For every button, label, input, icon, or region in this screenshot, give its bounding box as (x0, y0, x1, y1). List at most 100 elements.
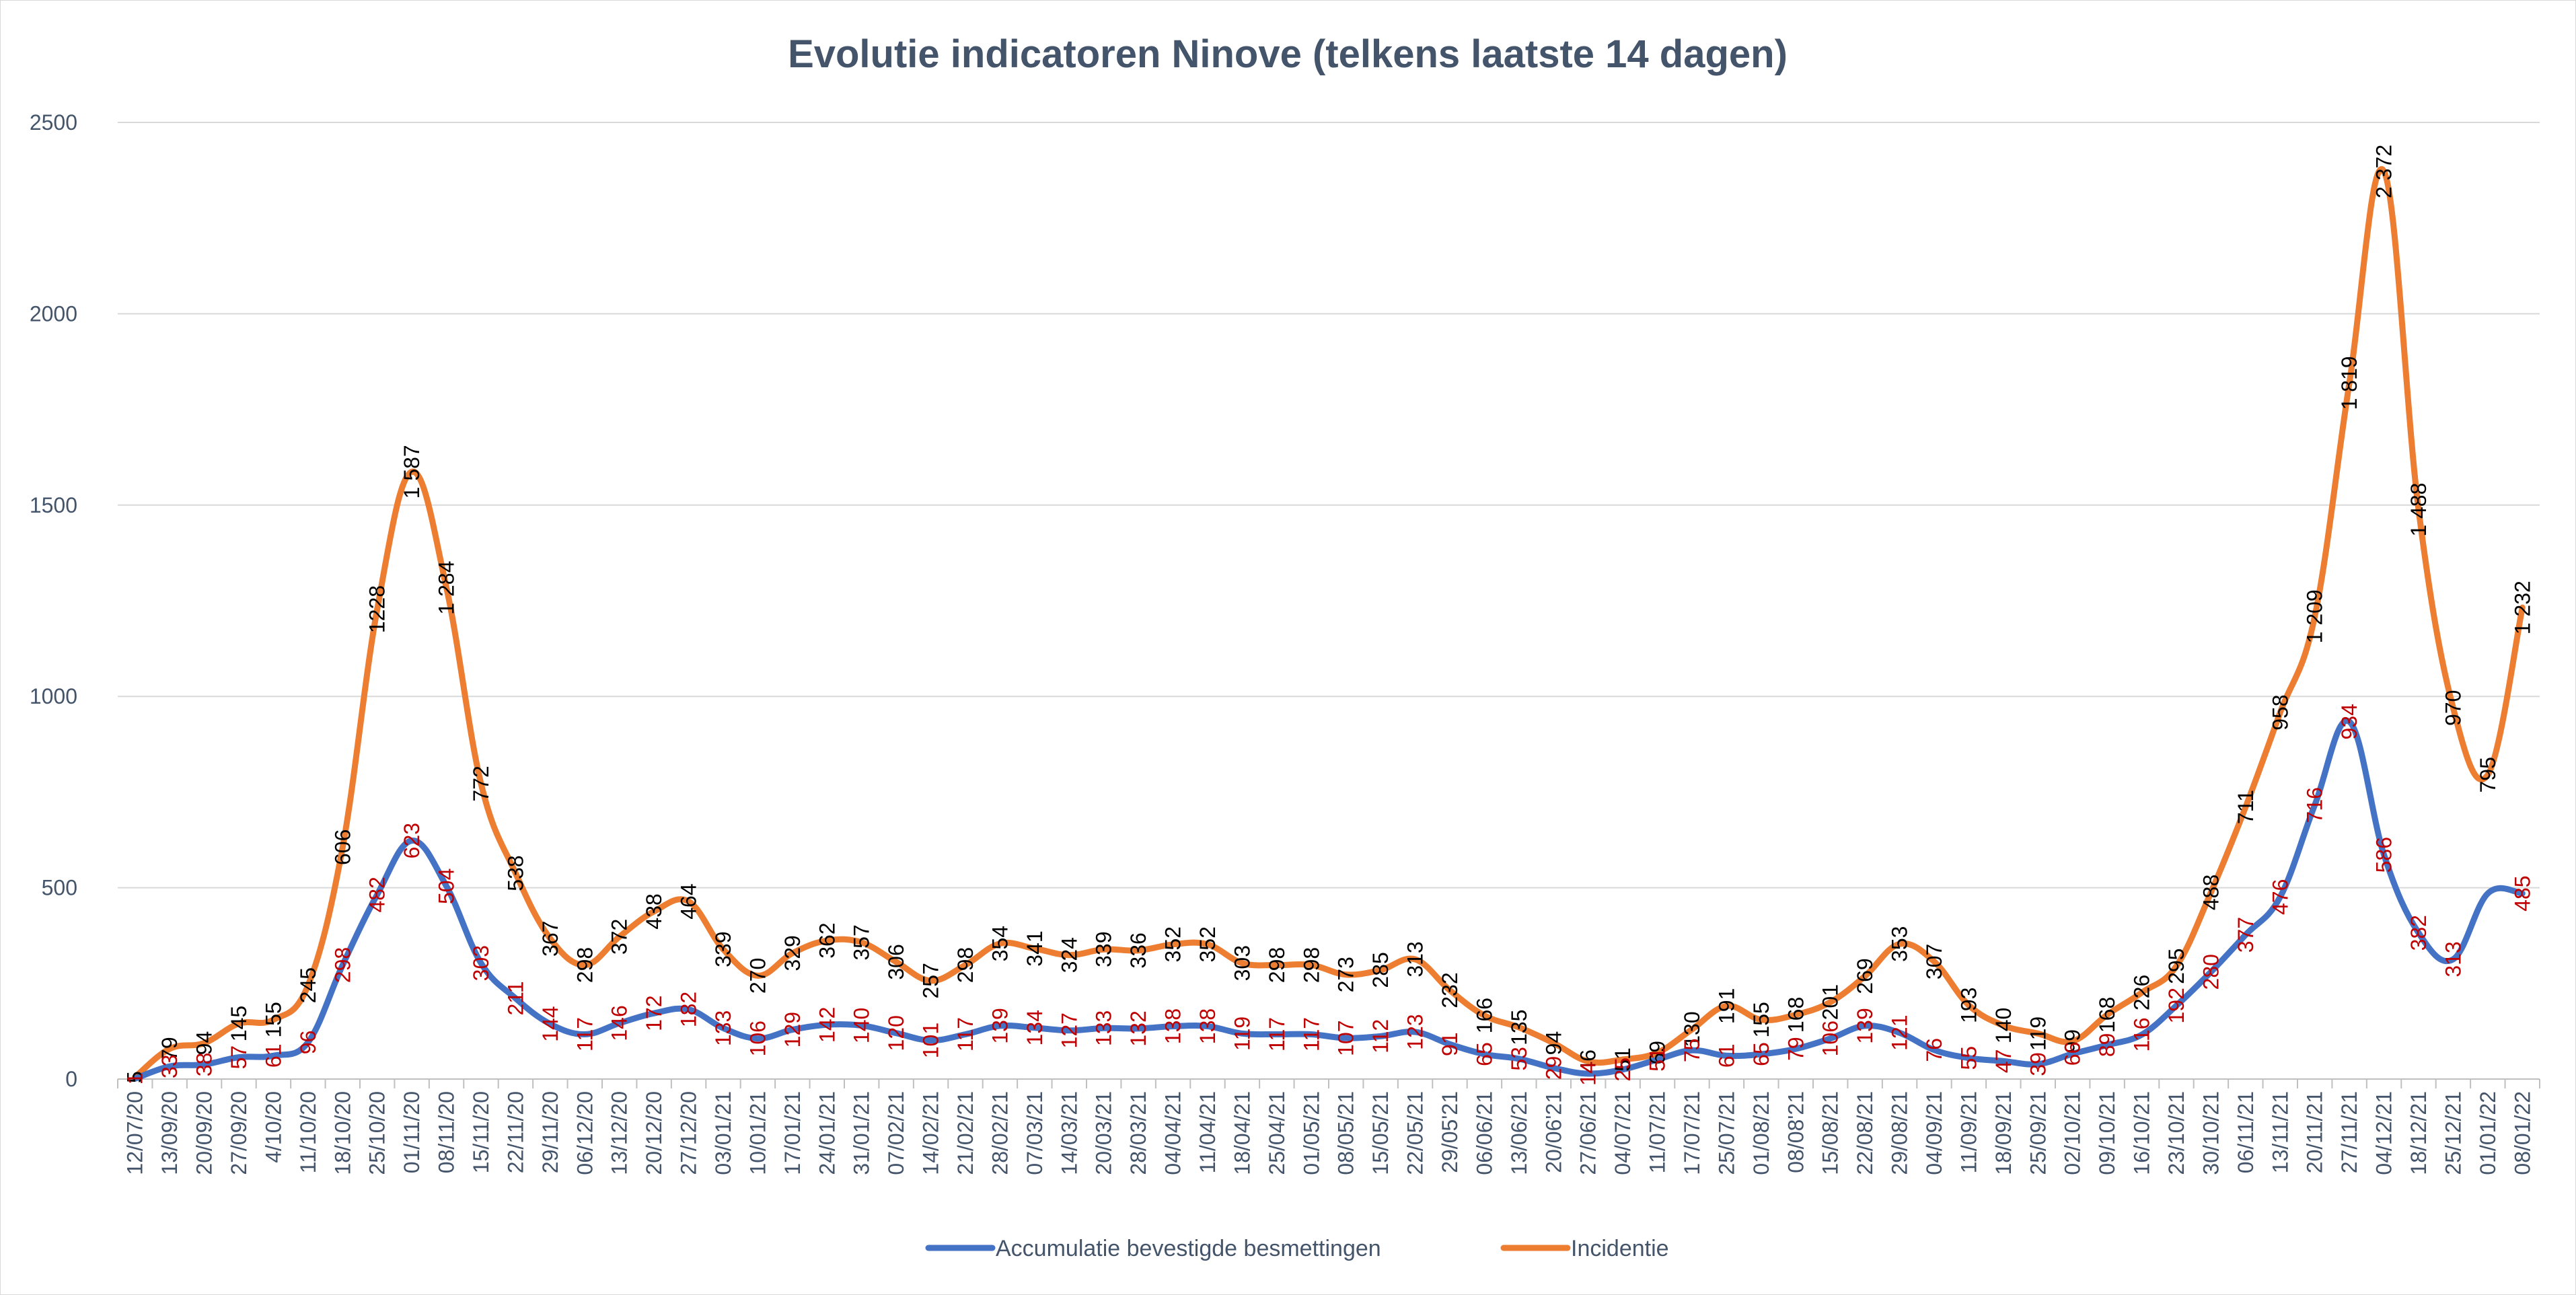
x-tick-label: 18/04/21 (1230, 1091, 1254, 1175)
data-label-accumulatie: 119 (1230, 1016, 1254, 1051)
data-label-incidentie: 362 (815, 922, 839, 958)
x-tick-label: 31/01/21 (850, 1091, 874, 1175)
x-tick-label: 20/12/20 (642, 1091, 666, 1175)
x-tick-label: 18/10/20 (330, 1091, 355, 1175)
data-label-incidentie: 155 (1749, 1002, 1773, 1037)
x-tick-label: 08/01/22 (2510, 1091, 2534, 1175)
x-tick-label: 01/08/21 (1749, 1091, 1773, 1175)
data-label-incidentie: 352 (1195, 926, 1220, 962)
data-label-incidentie: 367 (538, 921, 562, 957)
x-tick-label: 09/10/21 (2095, 1091, 2119, 1175)
data-label-accumulatie: 303 (469, 945, 493, 981)
x-tick-label: 13/09/20 (157, 1091, 182, 1175)
x-tick-label: 18/12/21 (2406, 1091, 2431, 1175)
x-tick-label: 27/12/20 (677, 1091, 701, 1175)
data-label-accumulatie: 139 (1853, 1008, 1877, 1043)
data-label-incidentie: 438 (642, 893, 666, 929)
data-label-incidentie: 193 (1956, 988, 1981, 1023)
data-label-incidentie: 232 (1438, 972, 1462, 1008)
data-label-incidentie: 201 (1818, 984, 1843, 1020)
x-tick-label: 27/06/21 (1576, 1091, 1600, 1175)
x-tick-label: 25/12/21 (2441, 1091, 2465, 1175)
data-label-accumulatie: 133 (711, 1010, 735, 1046)
x-tick-label: 22/08/21 (1853, 1091, 1877, 1175)
data-label-accumulatie: 106 (745, 1021, 770, 1056)
data-label-accumulatie: 116 (2130, 1018, 2154, 1052)
data-label-accumulatie: 117 (573, 1017, 597, 1051)
data-label-incidentie: 269 (1853, 958, 1877, 994)
data-label-incidentie: 538 (503, 855, 527, 891)
data-label-incidentie: 191 (1714, 988, 1738, 1024)
x-tick-label: 04/04/21 (1161, 1091, 1185, 1175)
data-label-accumulatie: 142 (815, 1007, 839, 1043)
x-tick-label: 10/01/21 (745, 1091, 770, 1175)
data-label-accumulatie: 75 (1680, 1039, 1704, 1063)
data-label-accumulatie: 182 (677, 992, 701, 1027)
data-label-accumulatie: 117 (1299, 1017, 1323, 1051)
data-label-accumulatie: 121 (1888, 1014, 1912, 1050)
data-label-accumulatie: 482 (365, 877, 390, 912)
data-label-incidentie: 2 372 (2372, 145, 2396, 198)
x-tick-label: 25/07/21 (1714, 1091, 1738, 1175)
data-label-accumulatie: 138 (1195, 1008, 1220, 1044)
data-label-accumulatie: 211 (503, 981, 527, 1015)
data-label-accumulatie: 117 (953, 1017, 978, 1051)
data-label-incidentie: 357 (850, 924, 874, 960)
data-label-incidentie: 99 (2061, 1029, 2085, 1053)
x-tick-label: 20/11/21 (2303, 1091, 2327, 1173)
x-tick-label: 24/01/21 (815, 1091, 839, 1175)
data-label-accumulatie: 39 (2026, 1052, 2050, 1076)
data-label-incidentie: 226 (2130, 975, 2154, 1010)
data-label-accumulatie: 91 (1438, 1032, 1462, 1056)
data-label-incidentie: 273 (1334, 957, 1358, 992)
x-tick-label: 15/08/21 (1818, 1091, 1843, 1175)
data-label-accumulatie: 89 (2095, 1033, 2119, 1058)
data-label-accumulatie: 133 (1092, 1010, 1116, 1046)
data-label-incidentie: 69 (1646, 1041, 1670, 1065)
x-tick-label: 29/11/20 (538, 1091, 562, 1173)
data-label-incidentie: 295 (2164, 949, 2188, 984)
data-label-incidentie: 336 (1126, 932, 1150, 968)
data-label-accumulatie: 172 (642, 995, 666, 1031)
data-label-incidentie: 306 (884, 944, 908, 979)
data-label-incidentie: 1 819 (2337, 356, 2361, 410)
data-label-accumulatie: 107 (1334, 1020, 1358, 1056)
data-label-incidentie: 488 (2199, 875, 2223, 910)
data-label-incidentie: 119 (2026, 1016, 2050, 1051)
x-tick-label: 08/08'21 (1783, 1091, 1808, 1173)
data-label-incidentie: 46 (1576, 1049, 1600, 1074)
data-label-incidentie: 341 (1023, 930, 1047, 966)
x-tick-label: 21/02/21 (953, 1091, 978, 1175)
data-label-incidentie: 1228 (365, 585, 390, 633)
x-tick-label: 06/06/21 (1472, 1091, 1496, 1175)
data-label-incidentie: 772 (469, 766, 493, 801)
data-label-accumulatie: 623 (400, 823, 424, 858)
data-label-incidentie: 298 (1265, 947, 1289, 983)
x-tick-label: 29/08/21 (1888, 1091, 1912, 1175)
y-tick-label: 2000 (30, 301, 77, 326)
data-label-incidentie: 166 (1472, 998, 1496, 1033)
data-label-incidentie: 270 (745, 958, 770, 994)
data-label-incidentie: 303 (1230, 945, 1254, 981)
data-label-accumulatie: 29 (1541, 1056, 1566, 1080)
x-tick-label: 16/10/21 (2130, 1091, 2154, 1175)
data-label-accumulatie: 47 (1991, 1049, 2016, 1073)
x-tick-label: 27/11/21 (2337, 1091, 2361, 1173)
data-label-accumulatie: 127 (1057, 1012, 1081, 1048)
data-label-incidentie: 339 (1092, 931, 1116, 967)
data-label-incidentie: 711 (2234, 790, 2258, 824)
data-label-accumulatie: 1 (123, 1073, 147, 1085)
x-tick-label: 01/11/20 (400, 1091, 424, 1173)
data-label-incidentie: 307 (1922, 944, 1946, 979)
data-label-accumulatie: 76 (1922, 1038, 1946, 1062)
data-label-accumulatie: 280 (2199, 954, 2223, 990)
x-tick-label: 01/01/22 (2476, 1091, 2500, 1175)
x-tick-label: 11/09/21 (1956, 1091, 1981, 1173)
x-tick-label: 11/07/21 (1646, 1091, 1670, 1173)
x-tick-label: 28/02/21 (988, 1091, 1012, 1175)
x-tick-label: 15/05/21 (1368, 1091, 1393, 1175)
data-label-incidentie: 298 (573, 947, 597, 983)
x-tick-label: 18/09/21 (1991, 1091, 2016, 1175)
